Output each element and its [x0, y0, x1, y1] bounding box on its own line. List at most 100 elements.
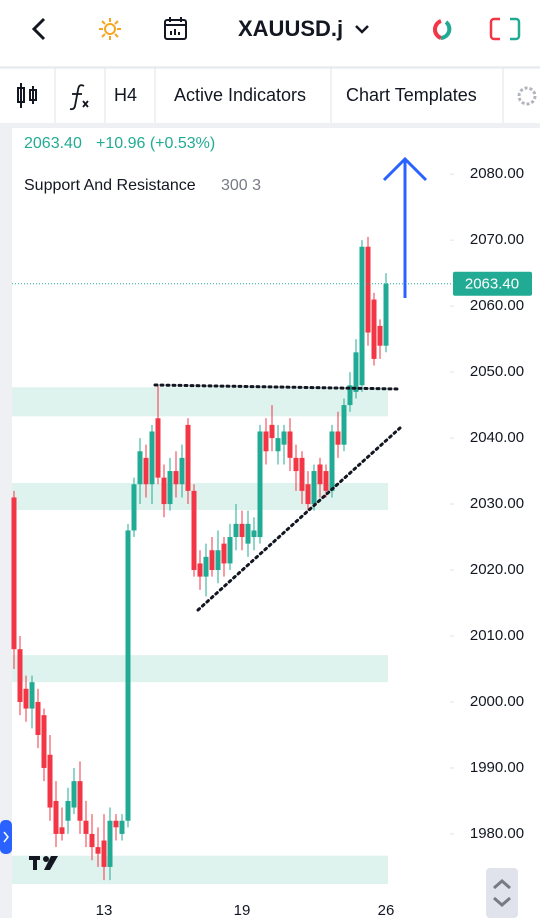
candle-body — [281, 431, 287, 445]
last-price-label: 2063.40 — [465, 276, 519, 293]
candle-body — [125, 530, 131, 821]
candle-body — [29, 682, 35, 709]
resistance-line — [153, 383, 402, 391]
candle-body — [287, 431, 293, 458]
timeframe-button[interactable]: H4 — [114, 85, 137, 105]
plot: 1980.00 1990.00 2000.00 2010.00 2020.00 2030.… — [11, 165, 532, 918]
candle-body — [11, 497, 17, 650]
candle-body — [41, 715, 47, 768]
indicators-icon[interactable] — [69, 84, 89, 111]
header-price: 2063.40 — [24, 135, 82, 152]
sr-zone — [12, 387, 388, 417]
candle-body — [89, 833, 95, 848]
candle-body — [383, 283, 389, 346]
y-tick-label: 2060.00 — [470, 297, 524, 314]
theme-button[interactable] — [99, 18, 121, 40]
x-tick-label: 13 — [96, 902, 113, 918]
y-tick-label: 2070.00 — [470, 231, 524, 248]
templates-button[interactable]: Chart Templates — [346, 85, 477, 105]
candle-body — [149, 431, 155, 485]
tradingview-logo — [29, 856, 58, 870]
indicator-params: 300 3 — [221, 177, 261, 194]
candle-body — [257, 431, 263, 538]
candle-body — [71, 781, 77, 808]
candle-body — [353, 352, 359, 392]
chart-type-button[interactable] — [17, 83, 37, 108]
candle-body — [191, 490, 197, 571]
candle-body — [365, 246, 371, 333]
toolbar-dividers — [0, 67, 540, 123]
price-change: +10.96 (+0.53%) — [96, 135, 215, 152]
candle-body — [359, 246, 365, 386]
candle-body — [143, 457, 149, 485]
y-tick-label: 2040.00 — [470, 429, 524, 446]
candle-body — [59, 827, 65, 834]
candle-body — [305, 484, 311, 505]
candle-body — [107, 820, 113, 867]
last-price-tag — [453, 271, 532, 296]
candle-body — [161, 477, 167, 505]
scroll-icon — [493, 879, 511, 907]
candle-body — [245, 523, 251, 544]
candle-body — [293, 457, 299, 472]
candle-body — [113, 820, 119, 828]
candle-body — [209, 550, 215, 571]
x-tick-label: 26 — [378, 902, 395, 918]
candle-body — [101, 840, 107, 867]
y-tick-label: 1990.00 — [470, 759, 524, 776]
indicators-button[interactable]: Active Indicators — [174, 85, 306, 105]
candle-body — [77, 781, 83, 821]
candle-body — [251, 530, 257, 538]
candle-body — [197, 563, 203, 577]
settings-button[interactable] — [517, 86, 537, 106]
candle-body — [95, 847, 101, 854]
back-button[interactable] — [31, 17, 46, 41]
sr-zone — [12, 855, 388, 885]
candle-body — [35, 701, 41, 735]
toolbar — [0, 68, 540, 123]
candle-body — [137, 451, 143, 485]
candle-body — [263, 431, 269, 452]
sr-zone — [12, 655, 388, 683]
y-tick-label: 2080.00 — [470, 165, 524, 182]
candle-body — [239, 523, 245, 538]
candle-body — [155, 418, 161, 478]
candle-body — [299, 457, 305, 491]
candle-body — [233, 523, 239, 538]
candle-body — [203, 556, 209, 577]
candle-body — [275, 438, 281, 452]
candle-body — [17, 649, 23, 702]
candle-body — [269, 424, 275, 439]
candle-body — [23, 688, 29, 709]
candle-body — [47, 754, 53, 808]
candle-body — [53, 800, 59, 834]
candle-body — [185, 424, 191, 491]
side-panel-toggle[interactable] — [0, 820, 12, 854]
y-tick-label: 2010.00 — [470, 627, 524, 644]
chart-area — [12, 128, 540, 918]
candle-body — [65, 800, 71, 821]
indicator-name: Support And Resistance — [24, 177, 196, 194]
candle-body — [179, 457, 185, 485]
candle-body — [167, 471, 173, 505]
symbol-chevron[interactable] — [355, 25, 369, 34]
candle-body — [371, 299, 377, 359]
candle-body — [173, 471, 179, 485]
y-tick-label: 1980.00 — [470, 825, 524, 842]
candle-body — [83, 820, 89, 834]
candle-body — [317, 464, 323, 485]
side-panel-chevron — [3, 831, 9, 843]
trade-button[interactable] — [433, 19, 452, 40]
scroll-button[interactable] — [486, 868, 518, 918]
candle-body — [377, 325, 383, 346]
candle-body — [335, 431, 341, 445]
candle-body — [119, 820, 125, 834]
symbol[interactable]: XAUUSD.j — [238, 16, 343, 41]
candle-body — [131, 484, 137, 531]
layout-button[interactable] — [489, 17, 521, 41]
candle-body — [221, 543, 227, 564]
calendar-button[interactable] — [164, 17, 187, 40]
y-tick-label: 2050.00 — [470, 363, 524, 380]
up-arrow — [382, 156, 428, 298]
